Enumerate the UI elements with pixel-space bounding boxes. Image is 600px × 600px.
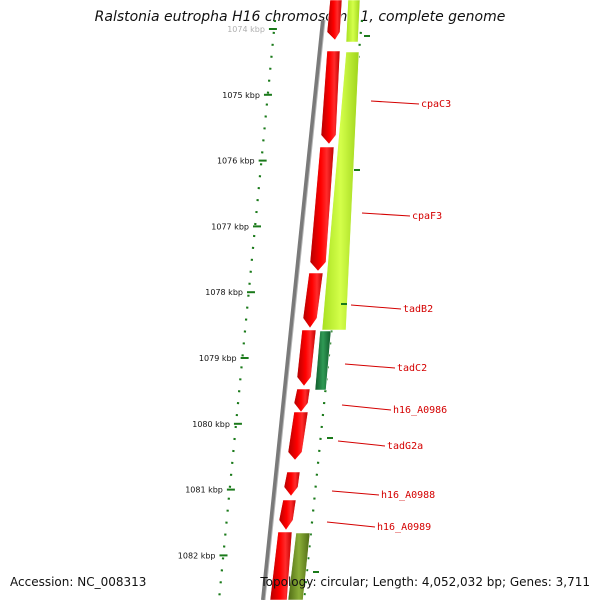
feature-bar[interactable] — [314, 330, 332, 391]
cds-arrow[interactable] — [296, 329, 317, 387]
feature-bar[interactable] — [321, 51, 360, 331]
kbp-tick-label: 1077 kbp — [211, 222, 249, 231]
backbone-highlight — [264, 19, 326, 600]
kbp-tick-label: 1080 kbp — [192, 420, 230, 429]
gene-label[interactable]: tadB2 — [403, 304, 433, 315]
gene-label[interactable]: tadC2 — [397, 363, 427, 374]
outer-dotted-ring — [217, 19, 277, 600]
feature-bar[interactable] — [345, 0, 361, 43]
feature-track — [287, 0, 361, 600]
gene-labels: cpaC3 cpaF3 tadB2 tadC2 h16_A0986 tadG2a… — [377, 99, 451, 533]
kbp-tick-label: 1075 kbp — [222, 91, 260, 100]
cds-arrow[interactable] — [269, 531, 293, 600]
gene-label[interactable]: tadG2a — [387, 441, 423, 452]
cds-arrow[interactable] — [309, 146, 335, 272]
gene-label[interactable]: cpaF3 — [412, 211, 442, 222]
kbp-tick-group: 1074 kbp 1075 kbp 1076 kbp 1077 kbp 1078 kbp… — [178, 25, 277, 560]
gene-label[interactable]: h16_A0986 — [393, 405, 447, 416]
cds-arrow[interactable] — [326, 0, 343, 41]
cds-arrow[interactable] — [293, 388, 311, 413]
cds-arrow[interactable] — [302, 272, 324, 329]
cds-arrow[interactable] — [278, 499, 297, 531]
cds-arrow[interactable] — [287, 411, 309, 461]
cds-arrow[interactable] — [320, 50, 341, 145]
inner-ticks — [313, 35, 370, 573]
gene-label[interactable]: cpaC3 — [421, 99, 451, 110]
cds-arrow[interactable] — [283, 471, 301, 497]
gene-label[interactable]: h16_A0988 — [381, 490, 435, 501]
kbp-tick-label: 1074 kbp — [227, 25, 265, 34]
gene-leaders — [326, 100, 420, 528]
genome-summary-text: Topology: circular; Length: 4,052,032 bp… — [260, 575, 590, 589]
accession-text: Accession: NC_008313 — [10, 575, 147, 589]
kbp-tick-label: 1082 kbp — [178, 551, 216, 560]
feature-bar[interactable] — [287, 532, 311, 600]
map-title: Ralstonia eutropha H16 chromosome 1, com… — [94, 9, 506, 25]
chromosome-backbone — [261, 19, 325, 600]
kbp-tick-label: 1079 kbp — [199, 354, 237, 363]
gene-label[interactable]: h16_A0989 — [377, 522, 431, 533]
kbp-tick-label: 1081 kbp — [185, 486, 223, 495]
kbp-tick-label: 1078 kbp — [205, 288, 243, 297]
kbp-tick-label: 1076 kbp — [217, 157, 255, 166]
cds-track — [269, 0, 343, 600]
